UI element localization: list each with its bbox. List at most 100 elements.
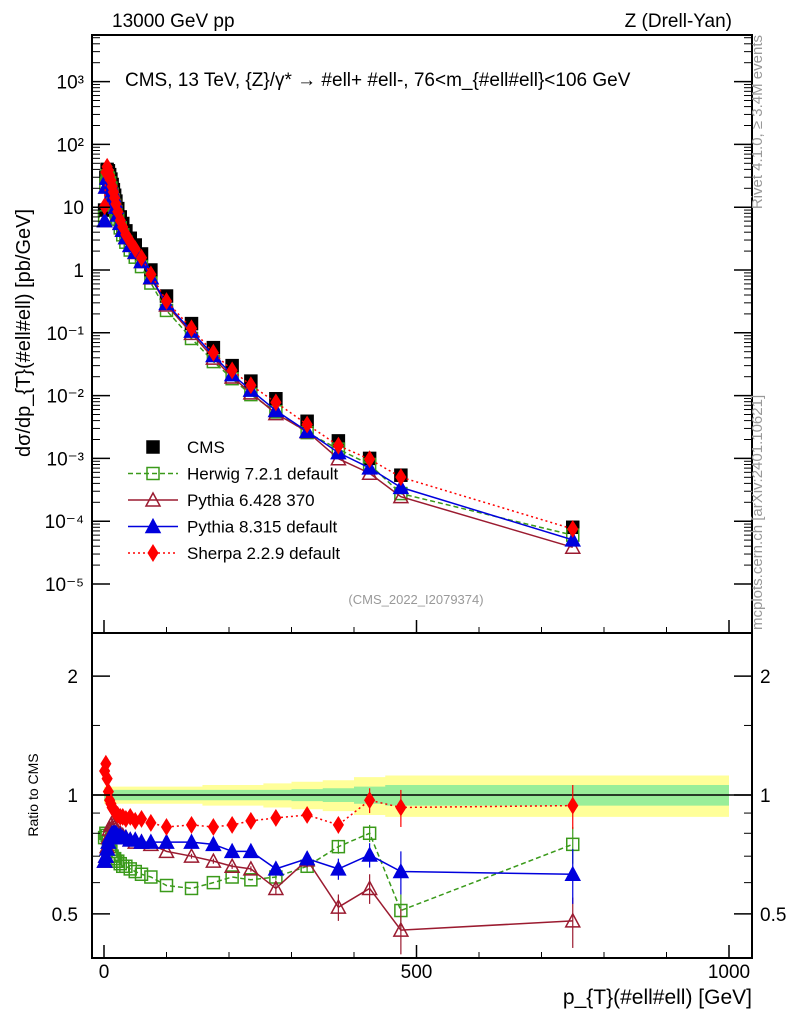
sherpa-main-point (364, 450, 376, 469)
pythia-ratio-point (298, 850, 316, 866)
herwig-ratio-point (159, 878, 174, 893)
pythia-main-line (103, 177, 573, 541)
sherpa-main-point (207, 343, 219, 362)
herwig-ratio-point (134, 867, 149, 882)
y-tick-label: 10⁻⁵ (45, 575, 84, 596)
legend: CMS Herwig 7.2.1 default Pythia 6.428 370 P… (128, 438, 340, 563)
pythia-ratio-point (158, 842, 175, 859)
sherpa-main-point (135, 248, 148, 267)
pythia-ratio-point (183, 833, 200, 849)
sherpa-main-point (99, 197, 111, 216)
y-tick-label: 10 (63, 198, 84, 219)
uncertainty-bands (92, 775, 752, 817)
sherpa-ratio-point (185, 815, 198, 834)
legend-label: CMS (187, 438, 225, 457)
sherpa-ratio-point (245, 811, 257, 830)
legend-item-sherpa: Sherpa 2.2.9 default (128, 544, 340, 563)
herwig-ratio-point (225, 870, 239, 884)
series-cms (97, 162, 580, 535)
ratio-tick-label-left: 0.5 (52, 905, 78, 926)
legend-item-pythia: Pythia 6.428 370 (128, 491, 315, 510)
herwig-ratio-point (331, 839, 346, 854)
pythia-main-point (392, 488, 410, 504)
pythia-ratio-point (392, 862, 410, 879)
pythia-main-point (96, 212, 113, 228)
pythia-ratio-point (158, 833, 175, 849)
sherpa-ratio-point (207, 818, 219, 836)
herwig-ratio-point (244, 873, 258, 887)
pythia-main-point (564, 531, 582, 547)
pythia-ratio-point (361, 846, 378, 862)
y-tick-label: 10⁻¹ (47, 324, 85, 345)
sherpa-main-point (395, 468, 407, 487)
x-tick-label: 0 (99, 962, 110, 983)
y-tick-label: 10³ (57, 73, 84, 94)
legend-item-cms: CMS (146, 438, 225, 457)
sherpa-main-point (270, 393, 282, 412)
legend-item-herwig: Herwig 7.2.1 default (128, 465, 338, 484)
pythia-main-line (103, 176, 573, 549)
data-marks (96, 157, 582, 955)
herwig-ratio-line (103, 831, 574, 912)
sherpa-main-point (145, 265, 157, 284)
pythia-ratio-point (361, 879, 378, 896)
legend-marker (146, 440, 160, 454)
pythia-ratio-point (183, 847, 200, 863)
y-tick-label: 10⁻³ (47, 449, 85, 470)
pythia-ratio-point (142, 833, 160, 849)
sherpa-main-point (245, 376, 257, 395)
sherpa-ratio-point (364, 791, 376, 810)
sherpa-ratio-point (332, 815, 344, 834)
pythia-ratio-point (564, 865, 582, 882)
herwig-ratio-point (206, 875, 221, 890)
legend-label: Pythia 8.315 default (187, 518, 338, 537)
x-tick-label: 1000 (708, 962, 750, 983)
pythia-ratio-point (392, 921, 410, 937)
y-tick-label: 10⁻⁴ (45, 512, 84, 533)
pythia-ratio-point (330, 898, 347, 914)
sherpa-main-point (301, 415, 313, 434)
legend-marker (144, 517, 162, 534)
pythia-ratio-point (267, 860, 285, 876)
ratio-axis-label: Ratio to CMS (25, 753, 41, 836)
sherpa-main-line (103, 164, 573, 530)
axes: 0 500 1000 10³ 10² 10 1 10⁻¹ 10⁻² 10⁻³ 10⁻⁴ 10⁻⁵ 2 2 1… (45, 37, 786, 983)
beam-label: 13000 GeV pp (112, 11, 235, 32)
rivet-label: Rivet 4.1.0, ≥ 3.4M events (749, 35, 766, 209)
herwig-ratio-point (362, 826, 377, 841)
series-sherpa (99, 157, 579, 836)
ratio-tick-label-left: 2 (67, 667, 78, 688)
x-tick-label: 500 (401, 962, 433, 983)
ratio-tick-label-left: 1 (67, 786, 78, 807)
ratio-tick-label-right: 1 (760, 786, 771, 807)
y-tick-label: 10² (57, 135, 84, 156)
legend-label: Pythia 6.428 370 (187, 491, 315, 510)
sherpa-main-point (332, 436, 344, 455)
pythia-ratio-point (223, 842, 241, 859)
y-tick-label: 10⁻² (47, 387, 85, 408)
pythia-main-point (392, 478, 410, 495)
sherpa-main-point (185, 319, 198, 338)
y-tick-label: 1 (73, 261, 84, 282)
legend-marker (147, 544, 159, 562)
pythia-ratio-point (242, 842, 260, 859)
ratio-tick-label-right: 0.5 (760, 905, 786, 926)
sherpa-ratio-point (135, 809, 148, 828)
pythia-main-point (564, 538, 582, 555)
sherpa-ratio-point (270, 808, 282, 827)
pythia-ratio-point (564, 912, 582, 928)
x-axis-label: p_{T}(#ell#ell) [GeV] (563, 986, 752, 1009)
ratio-panel-frame (91, 632, 753, 959)
legend-marker (146, 466, 160, 481)
pythia-ratio-point (267, 879, 285, 896)
pythia-ratio-point (205, 835, 222, 852)
plot-title: CMS, 13 TeV, {Z}/γ* → #ell+ #ell-, 76<m_… (125, 70, 631, 91)
sherpa-main-point (129, 240, 141, 259)
legend-marker (144, 491, 162, 507)
ratio-tick-label-right: 2 (760, 667, 771, 688)
y-axis-label: dσ/dp_{T}(#ell#ell) [pb/GeV] (13, 209, 35, 457)
herwig-ratio-point (184, 881, 199, 896)
process-label: Z (Drell-Yan) (625, 11, 732, 32)
